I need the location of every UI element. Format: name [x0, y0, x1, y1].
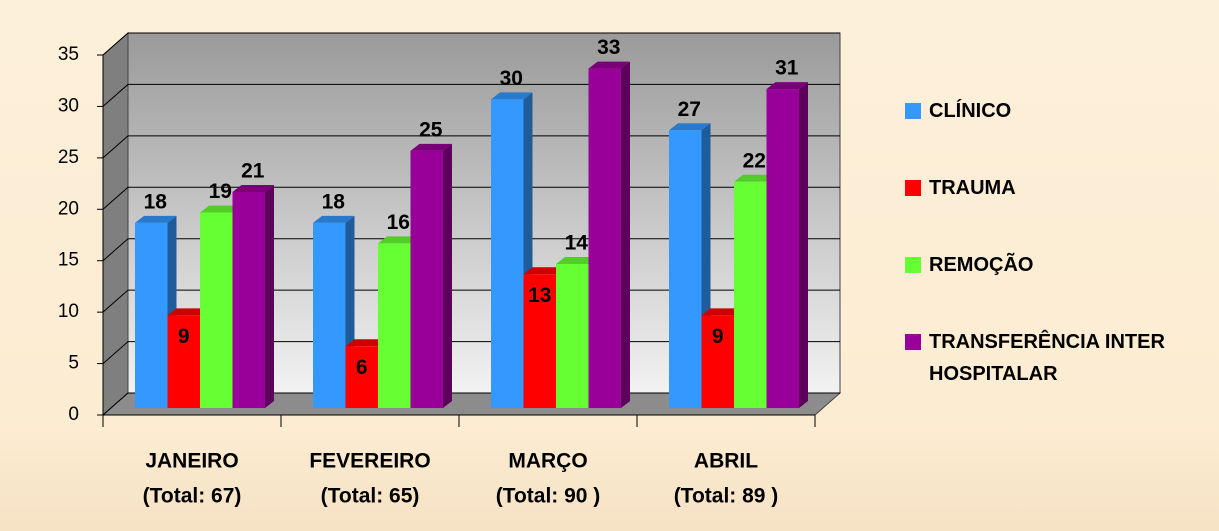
legend-item: CLÍNICO: [905, 95, 1205, 172]
data-label: 25: [419, 118, 443, 141]
y-tick-label: 25: [58, 147, 79, 168]
bar-side: [265, 185, 274, 408]
bar: [232, 185, 274, 408]
bar-top: [701, 308, 743, 316]
data-label: 9: [178, 325, 190, 348]
x-tick-label: ABRIL: [694, 450, 758, 473]
bar-front: [523, 274, 556, 408]
legend-label: REMOÇÃO: [929, 254, 1034, 276]
bar-top: [588, 61, 630, 69]
bar-top: [734, 174, 776, 182]
legend-label: TRAUMA: [929, 177, 1016, 199]
bar-top: [135, 215, 177, 223]
bar: [588, 61, 630, 409]
data-label: 16: [387, 211, 410, 234]
bar-front: [167, 315, 200, 408]
bar: [766, 82, 808, 409]
side-wall: [102, 31, 129, 417]
bar-top: [313, 215, 355, 223]
bar-side: [621, 61, 630, 408]
data-label: 31: [775, 57, 799, 80]
data-label: 9: [712, 325, 724, 348]
data-label: 30: [500, 67, 523, 90]
y-tick-label: 10: [58, 301, 79, 322]
x-tick-label: JANEIRO: [145, 450, 238, 473]
x-tick-label: MARÇO: [508, 450, 587, 473]
bar-front: [232, 192, 265, 408]
bar-front: [588, 68, 621, 409]
data-label: 21: [241, 160, 265, 183]
y-tick-label: 5: [68, 353, 79, 374]
legend-item: TRANSFERÊNCIA INTER HOSPITALAR: [905, 326, 1205, 403]
data-label: 13: [528, 284, 551, 307]
data-label: 6: [356, 356, 368, 379]
y-tick-label: 30: [58, 95, 79, 116]
bar-front: [701, 315, 734, 408]
y-tick-label: 35: [58, 44, 79, 65]
legend-swatch: [905, 334, 921, 350]
bar: [410, 143, 452, 408]
legend-label: CLÍNICO: [929, 100, 1012, 122]
bar-side: [443, 143, 452, 408]
bar-front: [556, 264, 589, 408]
y-tick-label: 15: [58, 250, 79, 271]
bar-front: [410, 150, 443, 408]
bar-top: [766, 82, 808, 90]
bar-top: [523, 267, 565, 275]
data-label: 19: [209, 180, 232, 203]
bar-front: [491, 99, 524, 408]
legend-swatch: [905, 257, 921, 273]
legend-label: TRANSFERÊNCIA INTER HOSPITALAR: [929, 331, 1165, 385]
data-label: 18: [144, 190, 168, 213]
x-tick-label: (Total: 90 ): [496, 485, 601, 508]
bar-front: [135, 222, 168, 408]
x-tick-label: (Total: 67): [143, 485, 242, 508]
legend: CLÍNICO TRAUMA REMOÇÃO TRANSFERÊNCIA INTER …: [905, 95, 1205, 403]
legend-swatch: [905, 180, 921, 196]
bar-top: [200, 205, 242, 213]
bar-top: [232, 185, 274, 192]
data-label: 27: [678, 98, 701, 121]
y-tick-label: 0: [68, 404, 79, 425]
legend-swatch: [905, 103, 921, 119]
bar-front: [734, 181, 767, 408]
bar-side: [799, 82, 808, 409]
bar-top: [410, 143, 452, 151]
legend-item: REMOÇÃO: [905, 249, 1205, 326]
bar-top: [556, 257, 598, 264]
data-label: 18: [322, 190, 346, 213]
grid-line: [102, 32, 840, 56]
data-label: 14: [565, 232, 589, 255]
x-tick-label: FEVEREIRO: [309, 450, 430, 473]
data-label: 22: [743, 149, 766, 172]
bar-top: [167, 308, 209, 316]
bar-front: [345, 346, 378, 408]
legend-item: TRAUMA: [905, 172, 1205, 249]
bar-top: [378, 236, 420, 244]
x-tick-label: (Total: 89 ): [674, 485, 779, 508]
y-tick-label: 20: [58, 198, 79, 219]
bar-top: [345, 339, 387, 347]
bar-front: [766, 89, 799, 409]
bar-front: [200, 212, 233, 408]
bar-top: [669, 123, 711, 131]
bar-front: [313, 222, 346, 408]
bar-top: [491, 92, 533, 100]
x-tick-label: (Total: 65): [321, 485, 420, 508]
bar-front: [378, 243, 411, 408]
data-label: 33: [597, 36, 620, 59]
bar-front: [669, 130, 702, 409]
